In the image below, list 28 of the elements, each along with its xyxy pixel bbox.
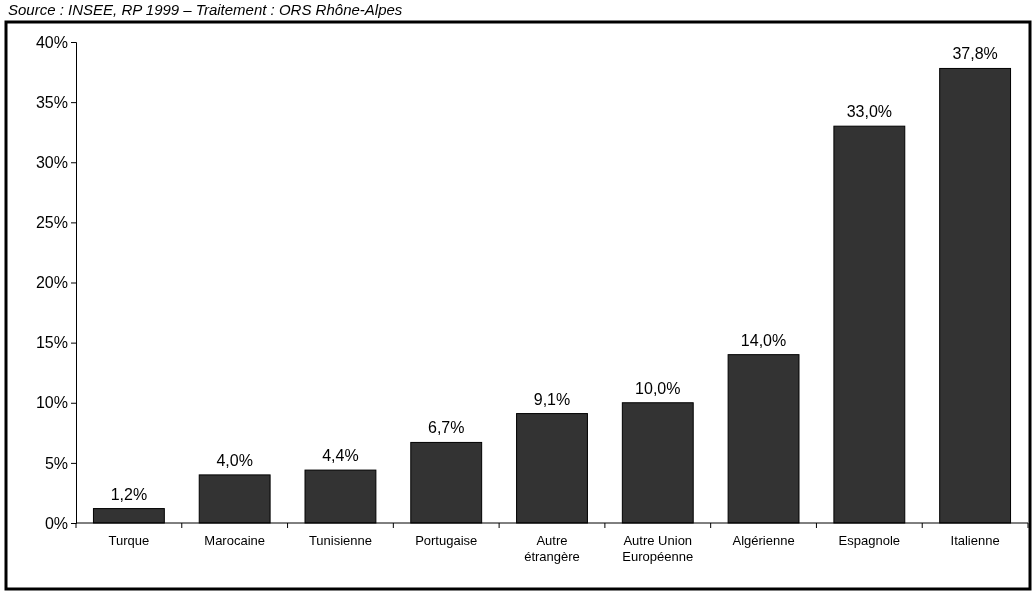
- y-tick-label: 35%: [35, 93, 68, 111]
- data-label: 1,2%: [110, 485, 148, 503]
- data-label: 10,0%: [635, 379, 681, 397]
- x-tick-label: Autre étrangère: [524, 533, 580, 564]
- y-tick-label: 15%: [35, 334, 68, 352]
- data-label: 4,0%: [216, 451, 253, 469]
- x-tick-label: Portugaise: [415, 533, 478, 548]
- x-tick-label: Marocaine: [204, 533, 266, 548]
- data-label: 14,0%: [740, 331, 787, 349]
- data-label: 4,4%: [322, 447, 359, 465]
- y-tick-label: 40%: [35, 33, 68, 51]
- source-note: Source : INSEE, RP 1999 – Traitement : ORS Rhône-Alpes: [8, 1, 403, 18]
- x-tick-label: Autre Union Européenne: [622, 533, 694, 564]
- y-tick-label: 20%: [35, 274, 68, 292]
- data-label: 6,7%: [427, 419, 465, 437]
- y-tick-label: 30%: [35, 153, 68, 171]
- y-tick-label: 5%: [44, 454, 68, 472]
- data-label: 33,0%: [846, 103, 893, 121]
- y-tick-label: 0%: [44, 514, 68, 532]
- x-tick-label: Italienne: [950, 533, 1000, 548]
- data-label: 9,1%: [533, 390, 571, 408]
- x-tick-label: Algérienne: [732, 533, 795, 548]
- x-tick-label: Turque: [108, 533, 150, 548]
- y-tick-label: 25%: [35, 213, 68, 231]
- x-tick-label: Tunisienne: [308, 533, 373, 548]
- data-label: 37,8%: [952, 45, 998, 63]
- y-tick-label: 10%: [35, 394, 68, 412]
- x-tick-label: Espagnole: [838, 533, 901, 548]
